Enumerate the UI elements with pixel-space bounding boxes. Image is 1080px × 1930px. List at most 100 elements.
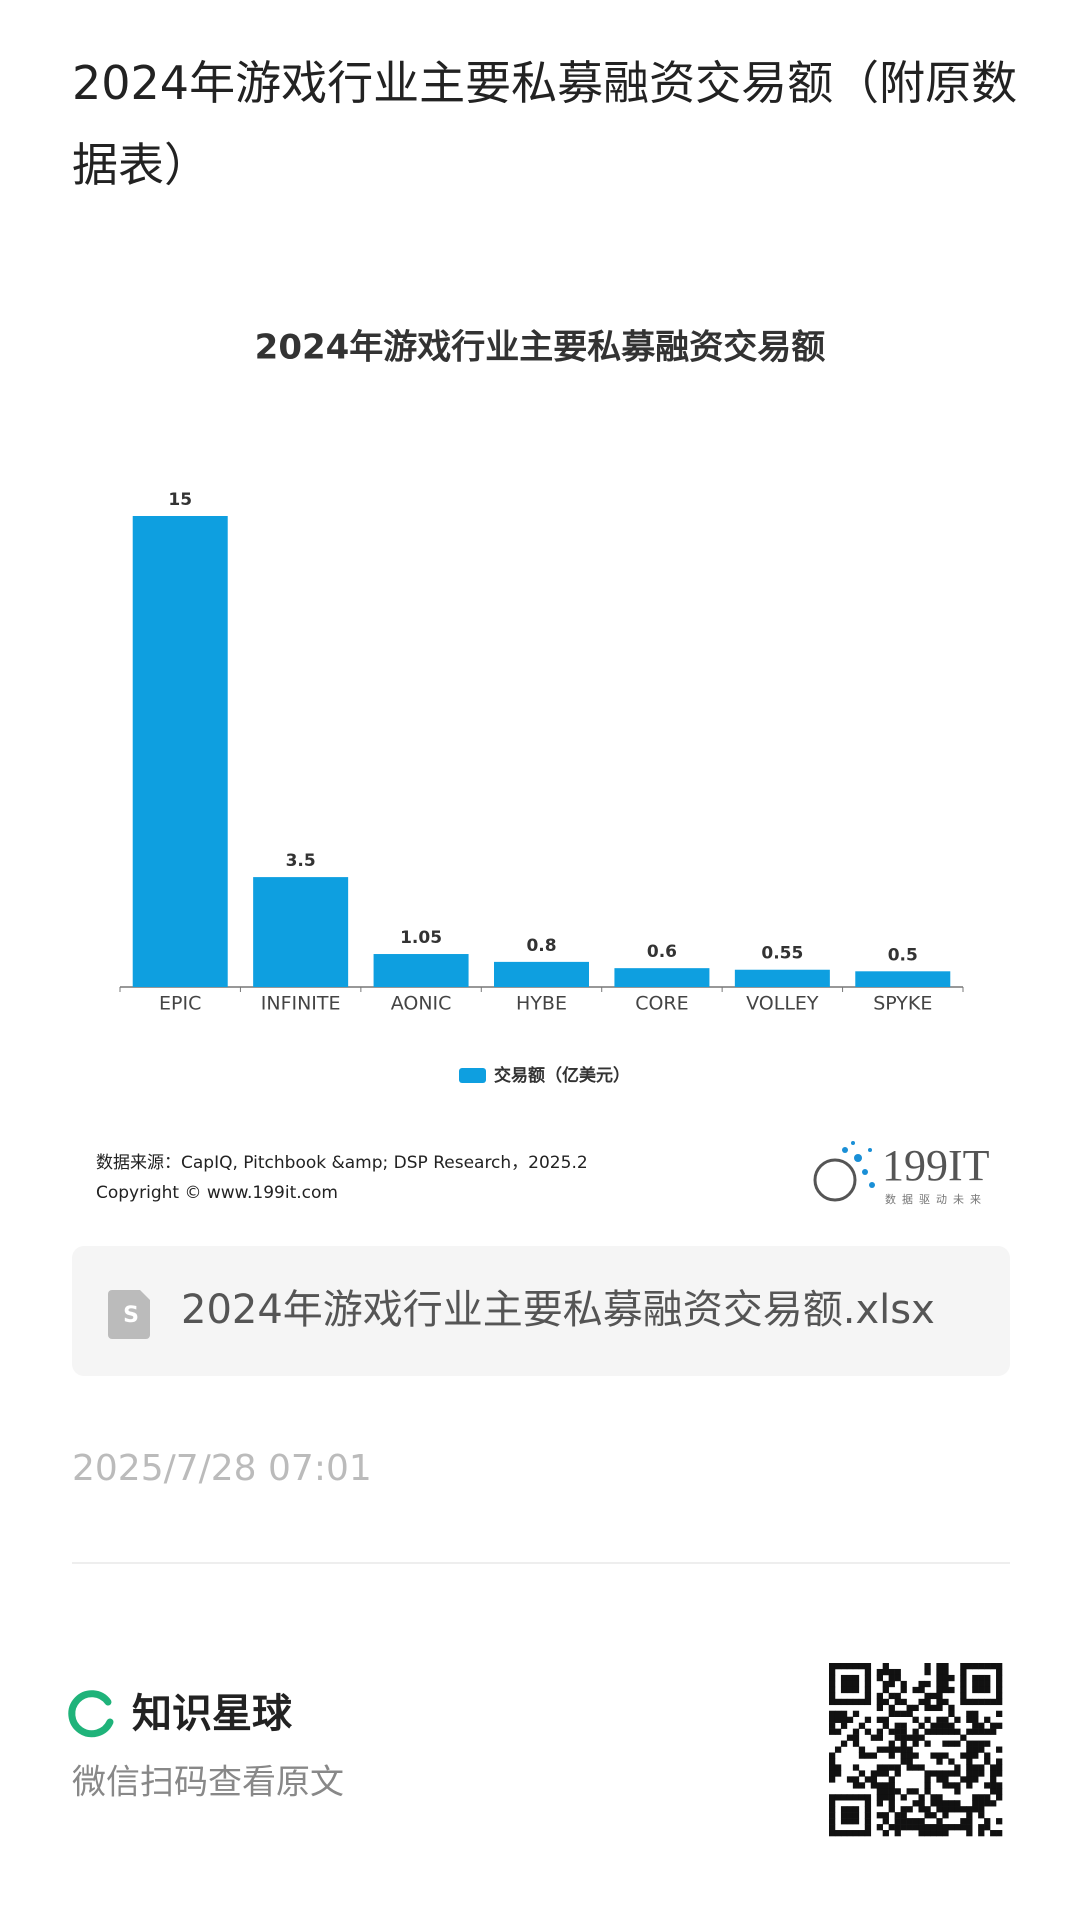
qr-module	[829, 1722, 836, 1729]
qr-module	[870, 1734, 878, 1741]
qr-module	[936, 1752, 943, 1759]
qr-module	[846, 1663, 854, 1670]
qr-module	[996, 1782, 1003, 1789]
qr-module	[858, 1663, 866, 1670]
qr-module	[900, 1698, 907, 1706]
qr-module	[966, 1830, 973, 1837]
qr-module	[876, 1698, 883, 1706]
qr-module	[936, 1686, 943, 1694]
qr-module	[894, 1830, 901, 1837]
qr-module	[882, 1794, 889, 1801]
brand-caption: 微信扫码查看原文	[72, 1763, 344, 1803]
x-tick-label: CORE	[635, 993, 688, 1015]
qr-module	[882, 1663, 889, 1670]
qr-module	[900, 1818, 907, 1825]
qr-module	[870, 1782, 878, 1789]
attachment-filename[interactable]: 2024年游戏行业主要私募融资交易额.xlsx	[181, 1287, 935, 1333]
qr-module	[936, 1800, 943, 1807]
qr-module	[829, 1680, 836, 1688]
qr-module	[954, 1764, 961, 1771]
qr-module	[948, 1806, 955, 1813]
qr-module	[894, 1734, 901, 1741]
qr-module	[942, 1740, 949, 1747]
qr-module	[900, 1806, 907, 1813]
qr-module	[930, 1794, 937, 1801]
qr-module	[978, 1686, 985, 1694]
qr-module	[864, 1728, 872, 1735]
qr-module	[948, 1740, 955, 1747]
qr-module	[996, 1764, 1003, 1771]
qr-module	[900, 1740, 907, 1747]
qr-module	[870, 1776, 878, 1783]
qr-module	[864, 1806, 872, 1813]
qr-module	[906, 1788, 913, 1795]
qr-module	[876, 1782, 883, 1789]
qr-module	[984, 1752, 991, 1759]
qr-module	[996, 1770, 1003, 1777]
qr-module	[906, 1758, 913, 1765]
qr-module	[834, 1770, 842, 1777]
qr-module	[900, 1710, 907, 1717]
qr-module	[924, 1770, 931, 1777]
qr-module	[834, 1746, 842, 1753]
qr-module	[924, 1776, 931, 1783]
qr-module	[834, 1698, 842, 1706]
bar	[253, 877, 349, 987]
qr-module	[942, 1668, 949, 1676]
qr-module	[978, 1728, 985, 1735]
qr-module	[882, 1770, 889, 1777]
qr-module	[954, 1824, 961, 1831]
qr-module	[876, 1704, 883, 1712]
qr-module	[996, 1830, 1003, 1837]
qr-module	[924, 1704, 931, 1712]
qr-module	[864, 1663, 872, 1670]
qr-module	[858, 1782, 866, 1789]
qr-module	[966, 1746, 973, 1753]
qr-module	[894, 1746, 901, 1753]
qr-module	[972, 1746, 979, 1753]
qr-module	[858, 1722, 866, 1729]
qr-module	[936, 1704, 943, 1712]
qr-module	[996, 1680, 1003, 1688]
attachment-card[interactable]	[72, 1246, 1010, 1376]
qr-module	[882, 1812, 889, 1819]
qr-module	[864, 1812, 872, 1819]
qr-module	[954, 1716, 961, 1723]
qr-module	[912, 1704, 919, 1712]
qr-module	[942, 1663, 949, 1670]
qr-module	[930, 1812, 937, 1819]
qr-module	[966, 1818, 973, 1825]
qr-module	[829, 1758, 836, 1765]
qr-module	[829, 1806, 836, 1813]
qr-module	[852, 1764, 860, 1771]
qr-module	[864, 1668, 872, 1676]
qr-module	[888, 1746, 895, 1753]
qr-module	[942, 1674, 949, 1682]
qr-module	[829, 1818, 836, 1825]
qr-module	[888, 1764, 895, 1771]
qr-module	[900, 1746, 907, 1753]
qr-module	[978, 1722, 985, 1729]
data-label: 3.5	[286, 851, 316, 871]
qr-module	[936, 1818, 943, 1825]
qr-module	[972, 1776, 979, 1783]
qr-module	[846, 1830, 854, 1837]
bar	[614, 968, 710, 987]
qr-module	[864, 1800, 872, 1807]
qr-module	[846, 1794, 854, 1801]
qr-module	[840, 1710, 848, 1717]
qr-module	[954, 1740, 961, 1747]
qr-module	[972, 1752, 979, 1759]
qr-module	[888, 1824, 895, 1831]
qr-module	[888, 1800, 895, 1807]
qr-module	[978, 1830, 985, 1837]
qr-module	[900, 1734, 907, 1741]
bar	[855, 971, 951, 987]
qr-module	[852, 1782, 860, 1789]
qr-module	[960, 1824, 967, 1831]
qr-module	[876, 1812, 883, 1819]
qr-module	[972, 1680, 979, 1688]
qr-code[interactable]	[829, 1663, 1003, 1837]
qr-module	[936, 1698, 943, 1706]
qr-module	[966, 1824, 973, 1831]
